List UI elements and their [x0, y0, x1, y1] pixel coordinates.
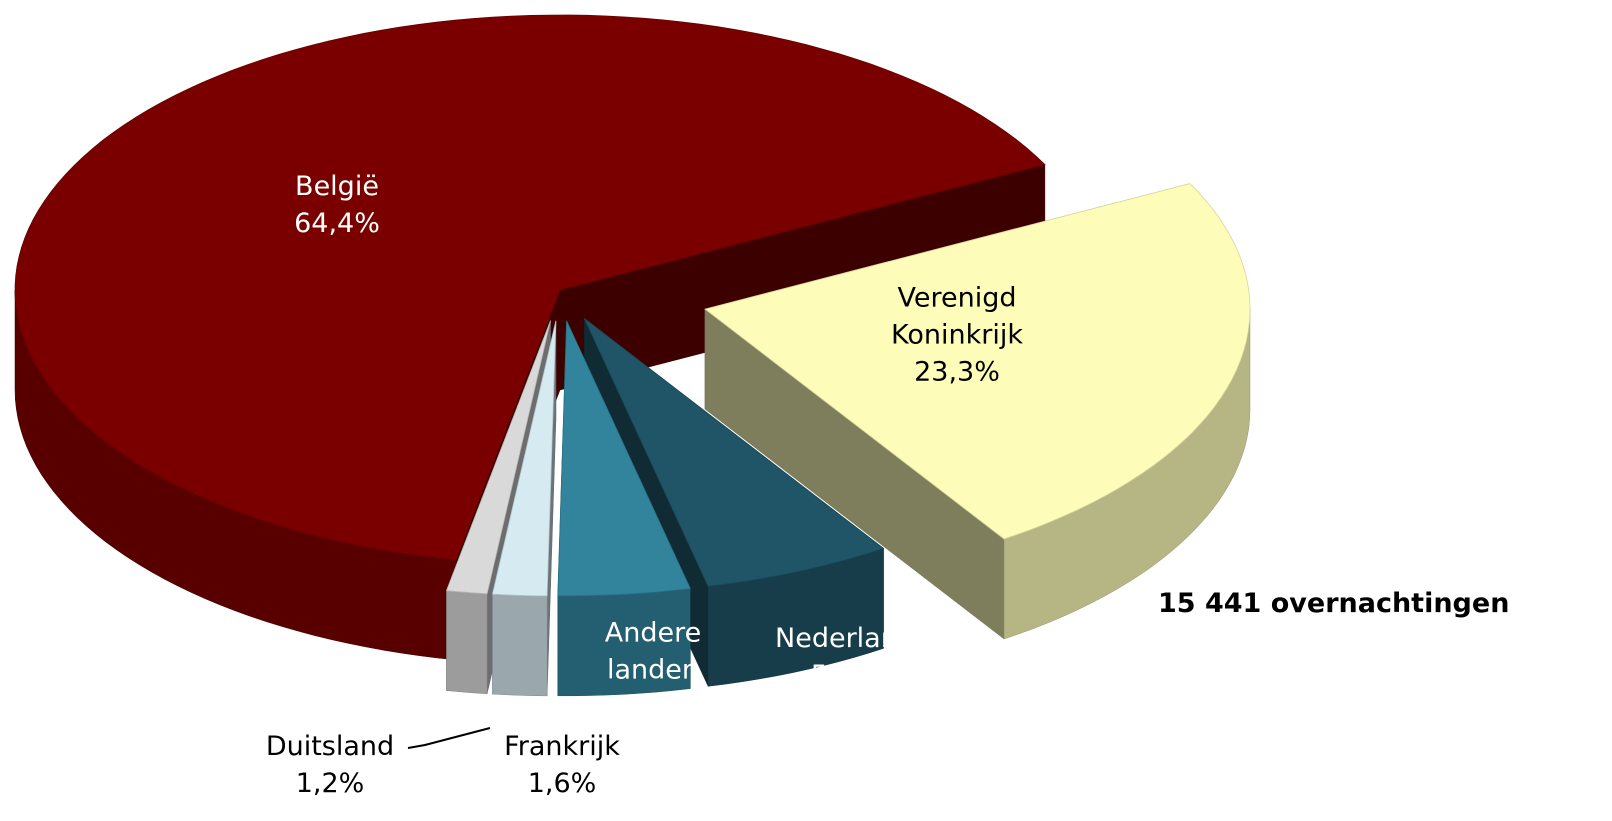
value-label: 23,3%	[914, 356, 1000, 388]
leader-line	[407, 727, 491, 749]
category-label: Verenigd Koninkrijk	[891, 282, 1023, 351]
slice-label: Verenigd Koninkrijk 23,3%	[867, 280, 1047, 391]
slice	[704, 183, 1251, 540]
annotation: 15 441 overnachtingen	[1158, 588, 1510, 619]
slice-label: Frankrijk 1,6%	[504, 728, 620, 802]
value-label: 5,6%	[810, 660, 880, 691]
slice-outer-wall	[492, 593, 548, 697]
slice	[584, 318, 885, 587]
slice-label: Duitsland 1,2%	[266, 728, 394, 802]
category-label: Frankrijk	[504, 731, 620, 762]
slice	[445, 320, 551, 595]
category-label: Nederland	[775, 623, 915, 654]
category-label: Andere landen	[604, 617, 702, 686]
category-label: Duitsland	[265, 731, 395, 762]
value-label: 64,4%	[294, 208, 380, 239]
slice	[492, 320, 557, 597]
value-label: 3,9%	[618, 691, 688, 723]
slice-label: Nederland 5,6%	[775, 620, 915, 694]
pie	[14, 14, 1251, 697]
slice-label: Andere landen 3,9%	[588, 615, 718, 726]
slice-label: België 64,4%	[294, 168, 380, 242]
value-label: 1,6%	[527, 768, 597, 799]
slice	[557, 320, 691, 597]
slice	[14, 14, 1046, 561]
category-label: België	[295, 171, 379, 202]
value-label: 1,2%	[295, 768, 365, 799]
slice-outer-wall	[446, 590, 488, 695]
